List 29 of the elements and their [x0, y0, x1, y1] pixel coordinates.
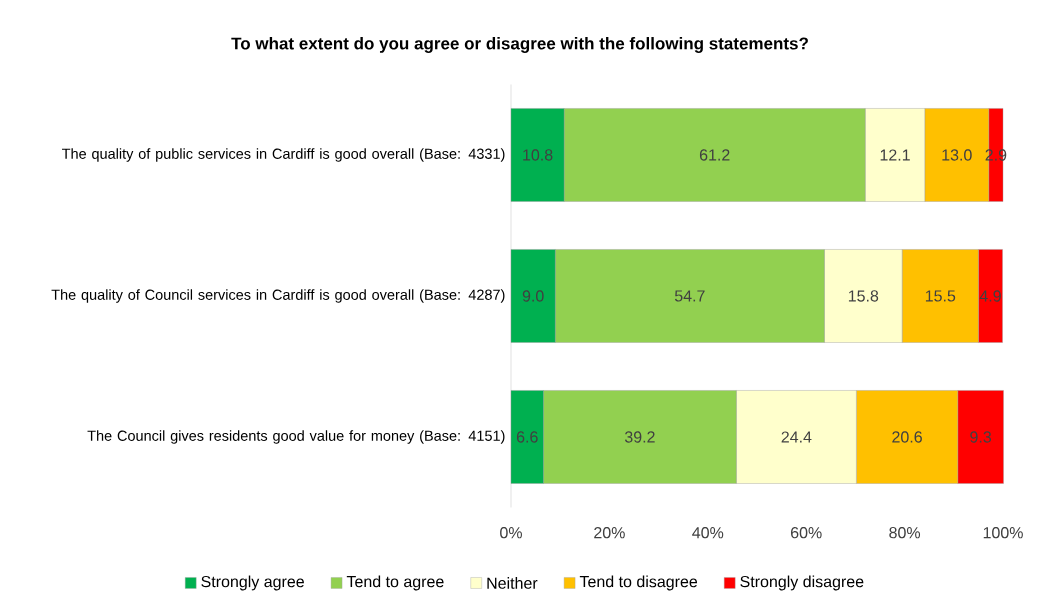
data-label: 4.9: [979, 290, 1001, 302]
data-label: 20.6: [892, 431, 922, 443]
data-label: 9.0: [522, 290, 544, 302]
x-tick-label: 40%: [692, 527, 724, 539]
data-label: 54.7: [674, 290, 705, 302]
y-tick-label: The quality of public services in Cardiff is good overall (Base: 4331): [62, 148, 505, 162]
data-label: 15.8: [848, 290, 879, 302]
data-label: 61.2: [699, 149, 730, 161]
legend-label: Tend to agree: [346, 575, 444, 591]
data-label: 39.2: [624, 431, 655, 443]
data-label: 24.4: [781, 431, 812, 443]
data-label: 6.6: [516, 431, 538, 443]
data-label: 13.0: [942, 149, 972, 161]
x-tick-label: 60%: [791, 527, 822, 539]
x-tick-label: 0%: [500, 527, 522, 539]
x-tick-label: 20%: [594, 527, 625, 539]
y-tick-label: The quality of Council services in Cardiff is good overall (Base: 4287): [51, 289, 505, 303]
x-tick-label: 80%: [889, 527, 921, 539]
legend-label: Tend to disagree: [579, 575, 698, 591]
data-label: 12.1: [880, 149, 910, 161]
legend-label: Strongly agree: [201, 575, 304, 591]
y-tick-label: The Council gives residents good value for money (Base: 4151): [87, 430, 505, 444]
data-label: 9.3: [970, 431, 992, 443]
chart-title: To what extent do you agree or disagree with the following statements?: [231, 37, 808, 53]
legend-label: Neither: [487, 577, 538, 589]
data-label: 15.5: [925, 290, 956, 302]
legend-label: Strongly disagree: [740, 575, 864, 591]
data-label: 10.8: [523, 149, 553, 161]
x-tick-label: 100%: [983, 527, 1023, 539]
